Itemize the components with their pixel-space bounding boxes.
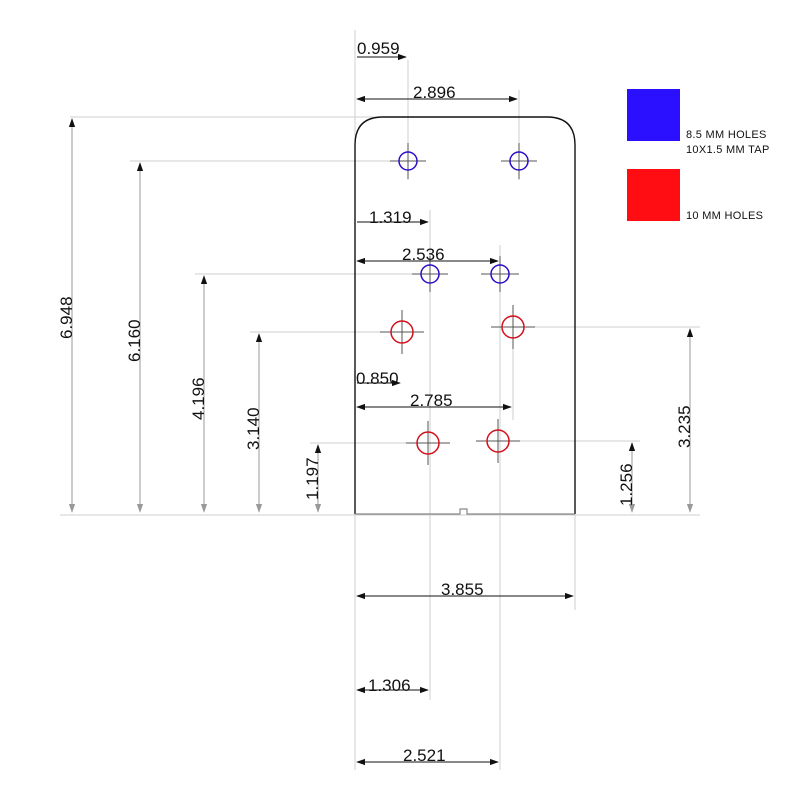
hole-red-4 [476, 419, 520, 463]
plate-bottom-edge [355, 508, 575, 515]
dim-1197: 1.197 [303, 457, 322, 500]
hole-blue-2 [501, 143, 537, 179]
dim-1319: 1.319 [369, 208, 412, 227]
legend-swatch-red [627, 169, 680, 221]
hole-red-2 [491, 305, 535, 349]
legend-swatch-blue [627, 89, 680, 141]
legend-blue-line1: 8.5 MM HOLES [686, 129, 767, 141]
dim-2521: 2.521 [403, 746, 446, 765]
dim-3855: 3.855 [441, 580, 484, 599]
dim-2785: 2.785 [410, 391, 453, 410]
legend-blue-line2: 10X1.5 MM TAP [686, 144, 770, 156]
dim-6160: 6.160 [125, 319, 144, 362]
dim-6948: 6.948 [57, 296, 76, 339]
dim-1256: 1.256 [617, 463, 636, 506]
dim-3140: 3.140 [244, 407, 263, 450]
hole-blue-1 [390, 143, 426, 179]
dim-2896: 2.896 [413, 83, 456, 102]
plate-outline [354, 116, 576, 514]
dim-0959: 0.959 [357, 39, 400, 58]
horizontal-dimension-lines [356, 53, 574, 766]
legend-red-line1: 10 MM HOLES [686, 210, 763, 222]
hole-red-3 [406, 421, 450, 465]
dim-0850: 0.850 [356, 369, 399, 388]
hole-blue-4 [481, 256, 519, 292]
dim-3235: 3.235 [675, 405, 694, 448]
vertical-dimension-lines [68, 118, 694, 513]
extension-lines [60, 30, 700, 770]
hole-red-1 [380, 310, 424, 354]
dim-1306: 1.306 [368, 676, 411, 695]
dim-2536: 2.536 [402, 245, 445, 264]
dim-4196: 4.196 [189, 377, 208, 420]
